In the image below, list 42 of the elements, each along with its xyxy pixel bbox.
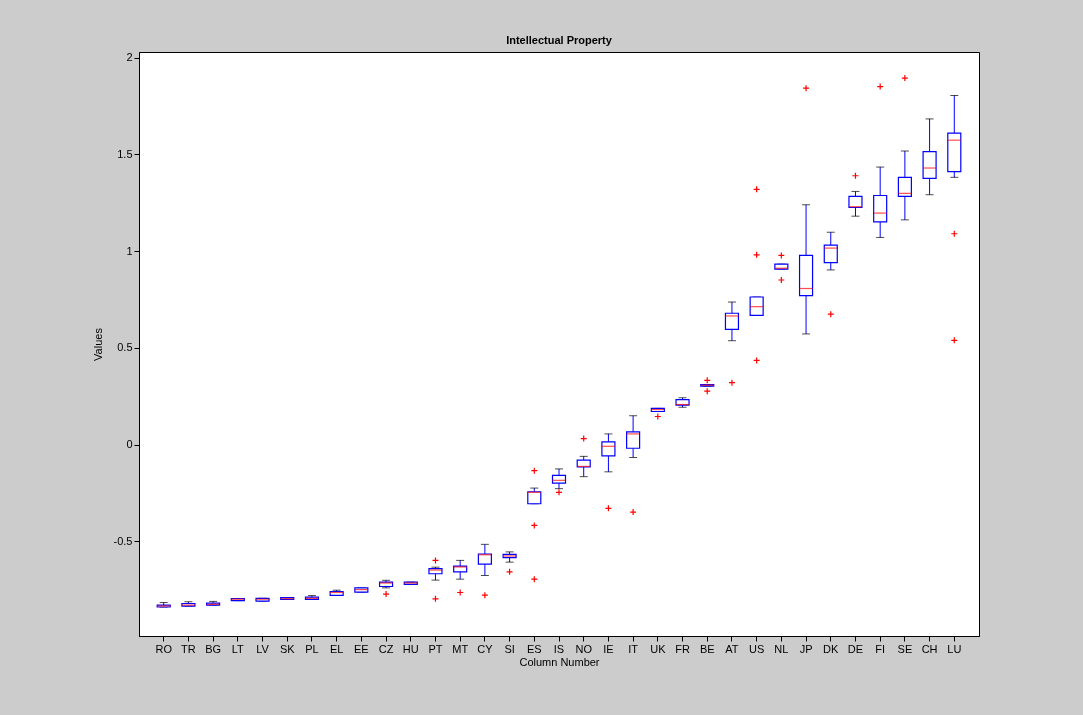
x-tick-label: AT xyxy=(725,642,739,655)
x-tick-label: EL xyxy=(329,642,344,655)
x-tick-label: SK xyxy=(279,642,296,655)
x-tick-label: RO xyxy=(155,642,173,655)
x-tick-label: DK xyxy=(823,642,840,655)
x-tick-label: HU xyxy=(402,642,419,655)
y-tick-label: -0.5 xyxy=(113,534,133,547)
y-tick-label: 0 xyxy=(126,438,133,451)
x-tick-label: MT xyxy=(452,642,469,655)
chart-title: Intellectual Property xyxy=(506,33,613,46)
x-tick-label: BG xyxy=(205,642,222,655)
x-tick-label: US xyxy=(749,642,765,655)
x-tick-label: EE xyxy=(354,642,369,655)
y-axis-title: Values xyxy=(91,327,104,361)
x-tick-label: PT xyxy=(428,642,443,655)
x-tick-label: LT xyxy=(231,642,245,655)
x-tick-label: IS xyxy=(553,642,565,655)
x-tick-label: PL xyxy=(305,642,319,655)
x-tick-label: JP xyxy=(799,642,813,655)
y-tick-label: 1.5 xyxy=(117,147,133,160)
x-tick-label: SI xyxy=(504,642,515,655)
x-tick-label: NO xyxy=(575,642,593,655)
x-tick-label: DE xyxy=(847,642,864,655)
x-tick-label: IE xyxy=(603,642,614,655)
x-tick-label: ES xyxy=(526,642,542,655)
x-tick-label: FR xyxy=(675,642,690,655)
y-tick-label: 0.5 xyxy=(117,341,133,354)
x-tick-label: LU xyxy=(947,642,962,655)
x-tick-label: CY xyxy=(477,642,494,655)
x-tick-label: TR xyxy=(181,642,196,655)
x-tick-label: IT xyxy=(628,642,639,655)
x-tick-label: CH xyxy=(921,642,938,655)
x-tick-label: NL xyxy=(774,642,789,655)
x-tick-label: SE xyxy=(897,642,913,655)
x-tick-label: FI xyxy=(875,642,886,655)
x-tick-label: BE xyxy=(699,642,715,655)
x-tick-label: LV xyxy=(256,642,270,655)
y-tick-label: 1 xyxy=(126,244,133,257)
x-axis-title: Column Number xyxy=(519,655,600,668)
x-tick-label: UK xyxy=(650,642,667,655)
x-tick-label: CZ xyxy=(378,642,394,655)
y-tick-label: 2 xyxy=(126,51,133,64)
